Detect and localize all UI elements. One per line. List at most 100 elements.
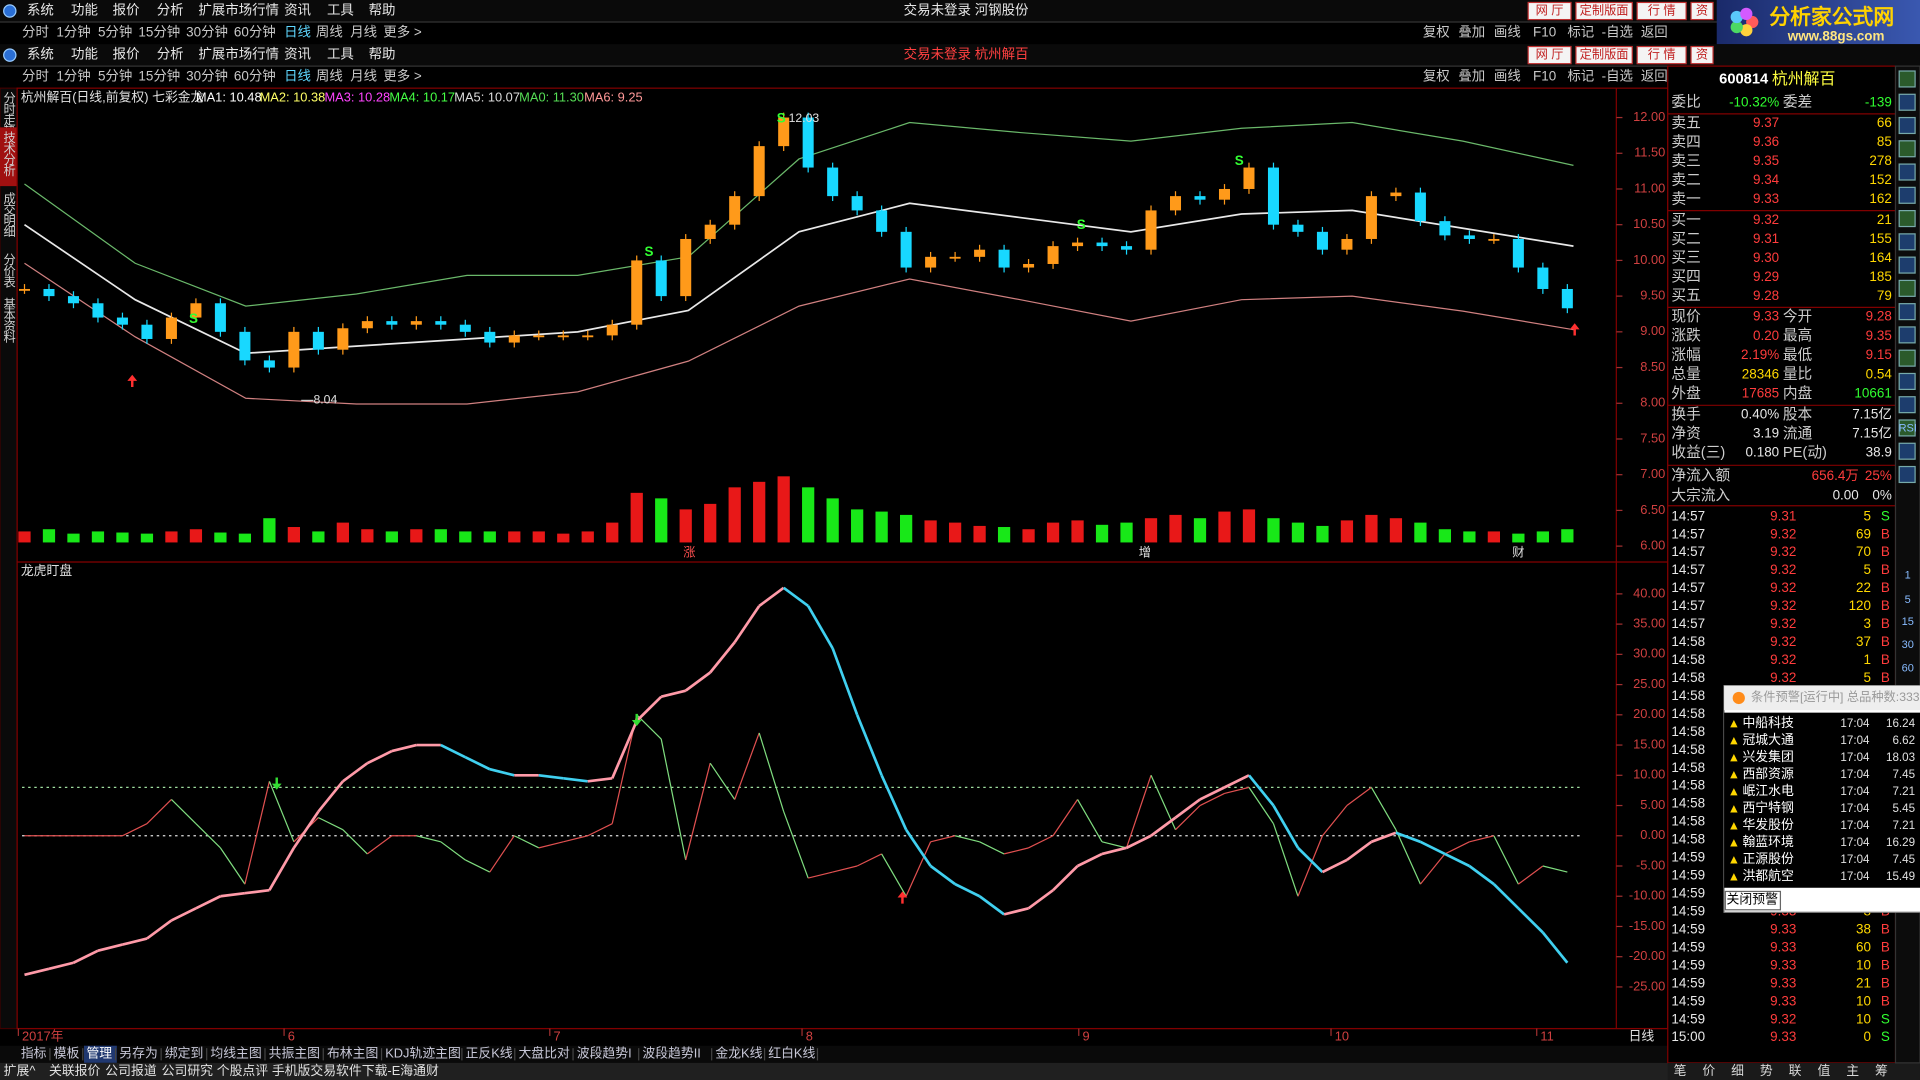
status-link[interactable]: 公司研究 — [162, 1063, 214, 1078]
menu-item[interactable]: 系统 — [27, 47, 54, 62]
status-link[interactable]: 关联报价 — [49, 1063, 101, 1078]
menu-item[interactable]: 资讯 — [284, 47, 311, 62]
bottom-tab[interactable]: 大盘比对 — [518, 1046, 570, 1061]
side-icon-label[interactable]: 5 — [1905, 594, 1911, 606]
panel-tab[interactable]: 细 — [1731, 1063, 1744, 1078]
bottom-tab[interactable]: 管理 — [86, 1046, 112, 1061]
side-icon-label[interactable]: 1 — [1905, 569, 1911, 581]
side-icon-label[interactable]: 30 — [1902, 639, 1914, 651]
top-button-label[interactable]: 资 — [1696, 47, 1708, 61]
side-icon-label[interactable]: 15 — [1902, 616, 1914, 628]
period-button[interactable]: 60分钟 — [234, 68, 276, 84]
bottom-tab[interactable]: 绑定到 — [165, 1046, 204, 1061]
top-button-label[interactable]: 定制版面 — [1580, 46, 1629, 61]
bottom-tab[interactable]: KDJ轨迹主图 — [385, 1046, 461, 1061]
tool-button[interactable]: F10 — [1533, 25, 1556, 40]
menu-item[interactable]: 帮助 — [369, 3, 396, 18]
tool-button[interactable]: 返回 — [1641, 25, 1668, 40]
top-button-label[interactable]: 定制版面 — [1580, 2, 1629, 17]
top-button-label[interactable]: 行 情 — [1648, 47, 1676, 61]
menu-item[interactable]: 扩展市场行情 — [198, 46, 279, 62]
menu-item[interactable]: 帮助 — [369, 47, 396, 62]
status-link[interactable]: 扩展^ — [4, 1063, 36, 1078]
tool-button[interactable]: 画线 — [1494, 69, 1521, 84]
side-icon-label[interactable]: RSI — [1899, 422, 1917, 434]
period-button[interactable]: 日线 — [284, 25, 311, 40]
panel-tab[interactable]: 联 — [1789, 1063, 1802, 1078]
panel-tab[interactable]: 主 — [1846, 1063, 1859, 1078]
bottom-tab[interactable]: 金龙K线 — [715, 1046, 762, 1061]
bottom-tab[interactable]: 均线主图 — [210, 1046, 261, 1061]
panel-tab[interactable]: 价 — [1702, 1063, 1715, 1078]
bottom-tab[interactable]: 另存为 — [119, 1046, 158, 1061]
menu-item[interactable]: 功能 — [71, 3, 98, 18]
tool-button[interactable]: 返回 — [1641, 69, 1668, 84]
period-button[interactable]: 更多 > — [383, 24, 422, 40]
tool-button[interactable]: 标记 — [1567, 69, 1594, 84]
tool-button[interactable]: 复权 — [1423, 24, 1450, 40]
menu-item[interactable]: 资讯 — [284, 3, 311, 18]
period-button[interactable]: 60分钟 — [234, 24, 276, 40]
bottom-tab[interactable]: 红白K线 — [768, 1046, 815, 1061]
menu-item[interactable]: 功能 — [71, 47, 98, 62]
panel-tab[interactable]: 笔 — [1674, 1063, 1687, 1078]
tool-button[interactable]: 叠加 — [1458, 69, 1485, 84]
period-button[interactable]: 分时 — [22, 69, 49, 84]
bottom-tab[interactable]: 共振主图 — [269, 1046, 320, 1061]
bottom-tab[interactable]: 布林主图 — [327, 1046, 378, 1061]
menu-item[interactable]: 分析 — [157, 3, 184, 18]
tool-button[interactable]: F10 — [1533, 69, 1556, 84]
menu-item[interactable]: 分析 — [157, 47, 184, 62]
top-button-label[interactable]: 资 — [1696, 3, 1708, 17]
tool-button[interactable]: 标记 — [1567, 25, 1594, 40]
period-button[interactable]: 30分钟 — [186, 24, 228, 40]
tool-button[interactable]: 叠加 — [1458, 25, 1485, 40]
tool-button[interactable]: 复权 — [1423, 68, 1450, 84]
alert-button-label[interactable]: 关闭预警 — [1727, 891, 1779, 906]
top-button-label[interactable]: 网 厅 — [1536, 3, 1564, 17]
period-button[interactable]: 月线 — [350, 69, 377, 84]
bottom-tab[interactable]: 正反K线 — [466, 1046, 513, 1061]
alert-bullet — [1730, 873, 1738, 881]
period-button[interactable]: 月线 — [350, 25, 377, 40]
menu-item[interactable]: 工具 — [327, 3, 354, 18]
panel-tab[interactable]: 筹 — [1875, 1063, 1888, 1078]
status-link[interactable]: 手机版交易软件下载-E海通财 — [272, 1063, 439, 1078]
status-link[interactable]: 个股点评 — [217, 1063, 269, 1078]
period-button[interactable]: 分时 — [22, 25, 49, 40]
tool-button[interactable]: -自选 — [1602, 69, 1633, 84]
period-button[interactable]: 5分钟 — [98, 24, 132, 40]
period-button[interactable]: 15分钟 — [138, 24, 180, 40]
period-button[interactable]: 5分钟 — [98, 68, 132, 84]
panel-tab[interactable]: 值 — [1817, 1063, 1830, 1078]
period-button[interactable]: 15分钟 — [138, 68, 180, 84]
bottom-tab[interactable]: 波段趋势I — [577, 1046, 632, 1061]
period-button[interactable]: 周线 — [316, 69, 343, 84]
side-icon-label[interactable]: 60 — [1902, 662, 1914, 674]
top-button-label[interactable]: 网 厅 — [1536, 47, 1564, 61]
period-button[interactable]: 1分钟 — [56, 68, 90, 84]
menu-item[interactable]: 扩展市场行情 — [198, 2, 279, 18]
period-button[interactable]: 更多 > — [383, 68, 422, 84]
status-link[interactable]: 公司报道 — [105, 1063, 157, 1078]
panel-tab[interactable]: 势 — [1760, 1063, 1773, 1078]
period-button[interactable]: 周线 — [316, 25, 343, 40]
left-tab[interactable]: 分价表 — [2, 253, 16, 287]
bottom-tab[interactable]: 波段趋势II — [642, 1046, 701, 1061]
period-button[interactable]: 日线 — [284, 69, 311, 84]
menu-item[interactable]: 工具 — [327, 47, 354, 62]
bottom-tab[interactable]: 模板 — [54, 1046, 80, 1061]
bottom-tab[interactable]: 指标 — [21, 1046, 47, 1061]
tool-button[interactable]: 画线 — [1494, 25, 1521, 40]
period-button[interactable]: 30分钟 — [186, 68, 228, 84]
menu-item[interactable]: 报价 — [113, 47, 140, 62]
menu-item[interactable]: 报价 — [113, 3, 140, 18]
left-tab[interactable]: 成交明细 — [2, 192, 16, 237]
menu-item[interactable]: 系统 — [27, 3, 54, 18]
tool-button[interactable]: -自选 — [1602, 25, 1633, 40]
left-tab[interactable]: 基本资料 — [2, 297, 16, 342]
period-button[interactable]: 1分钟 — [56, 24, 90, 40]
top-button-label[interactable]: 行 情 — [1648, 3, 1676, 17]
left-tab[interactable]: 技术分析 — [2, 131, 16, 177]
left-tab[interactable]: 分时走势 — [2, 92, 16, 137]
